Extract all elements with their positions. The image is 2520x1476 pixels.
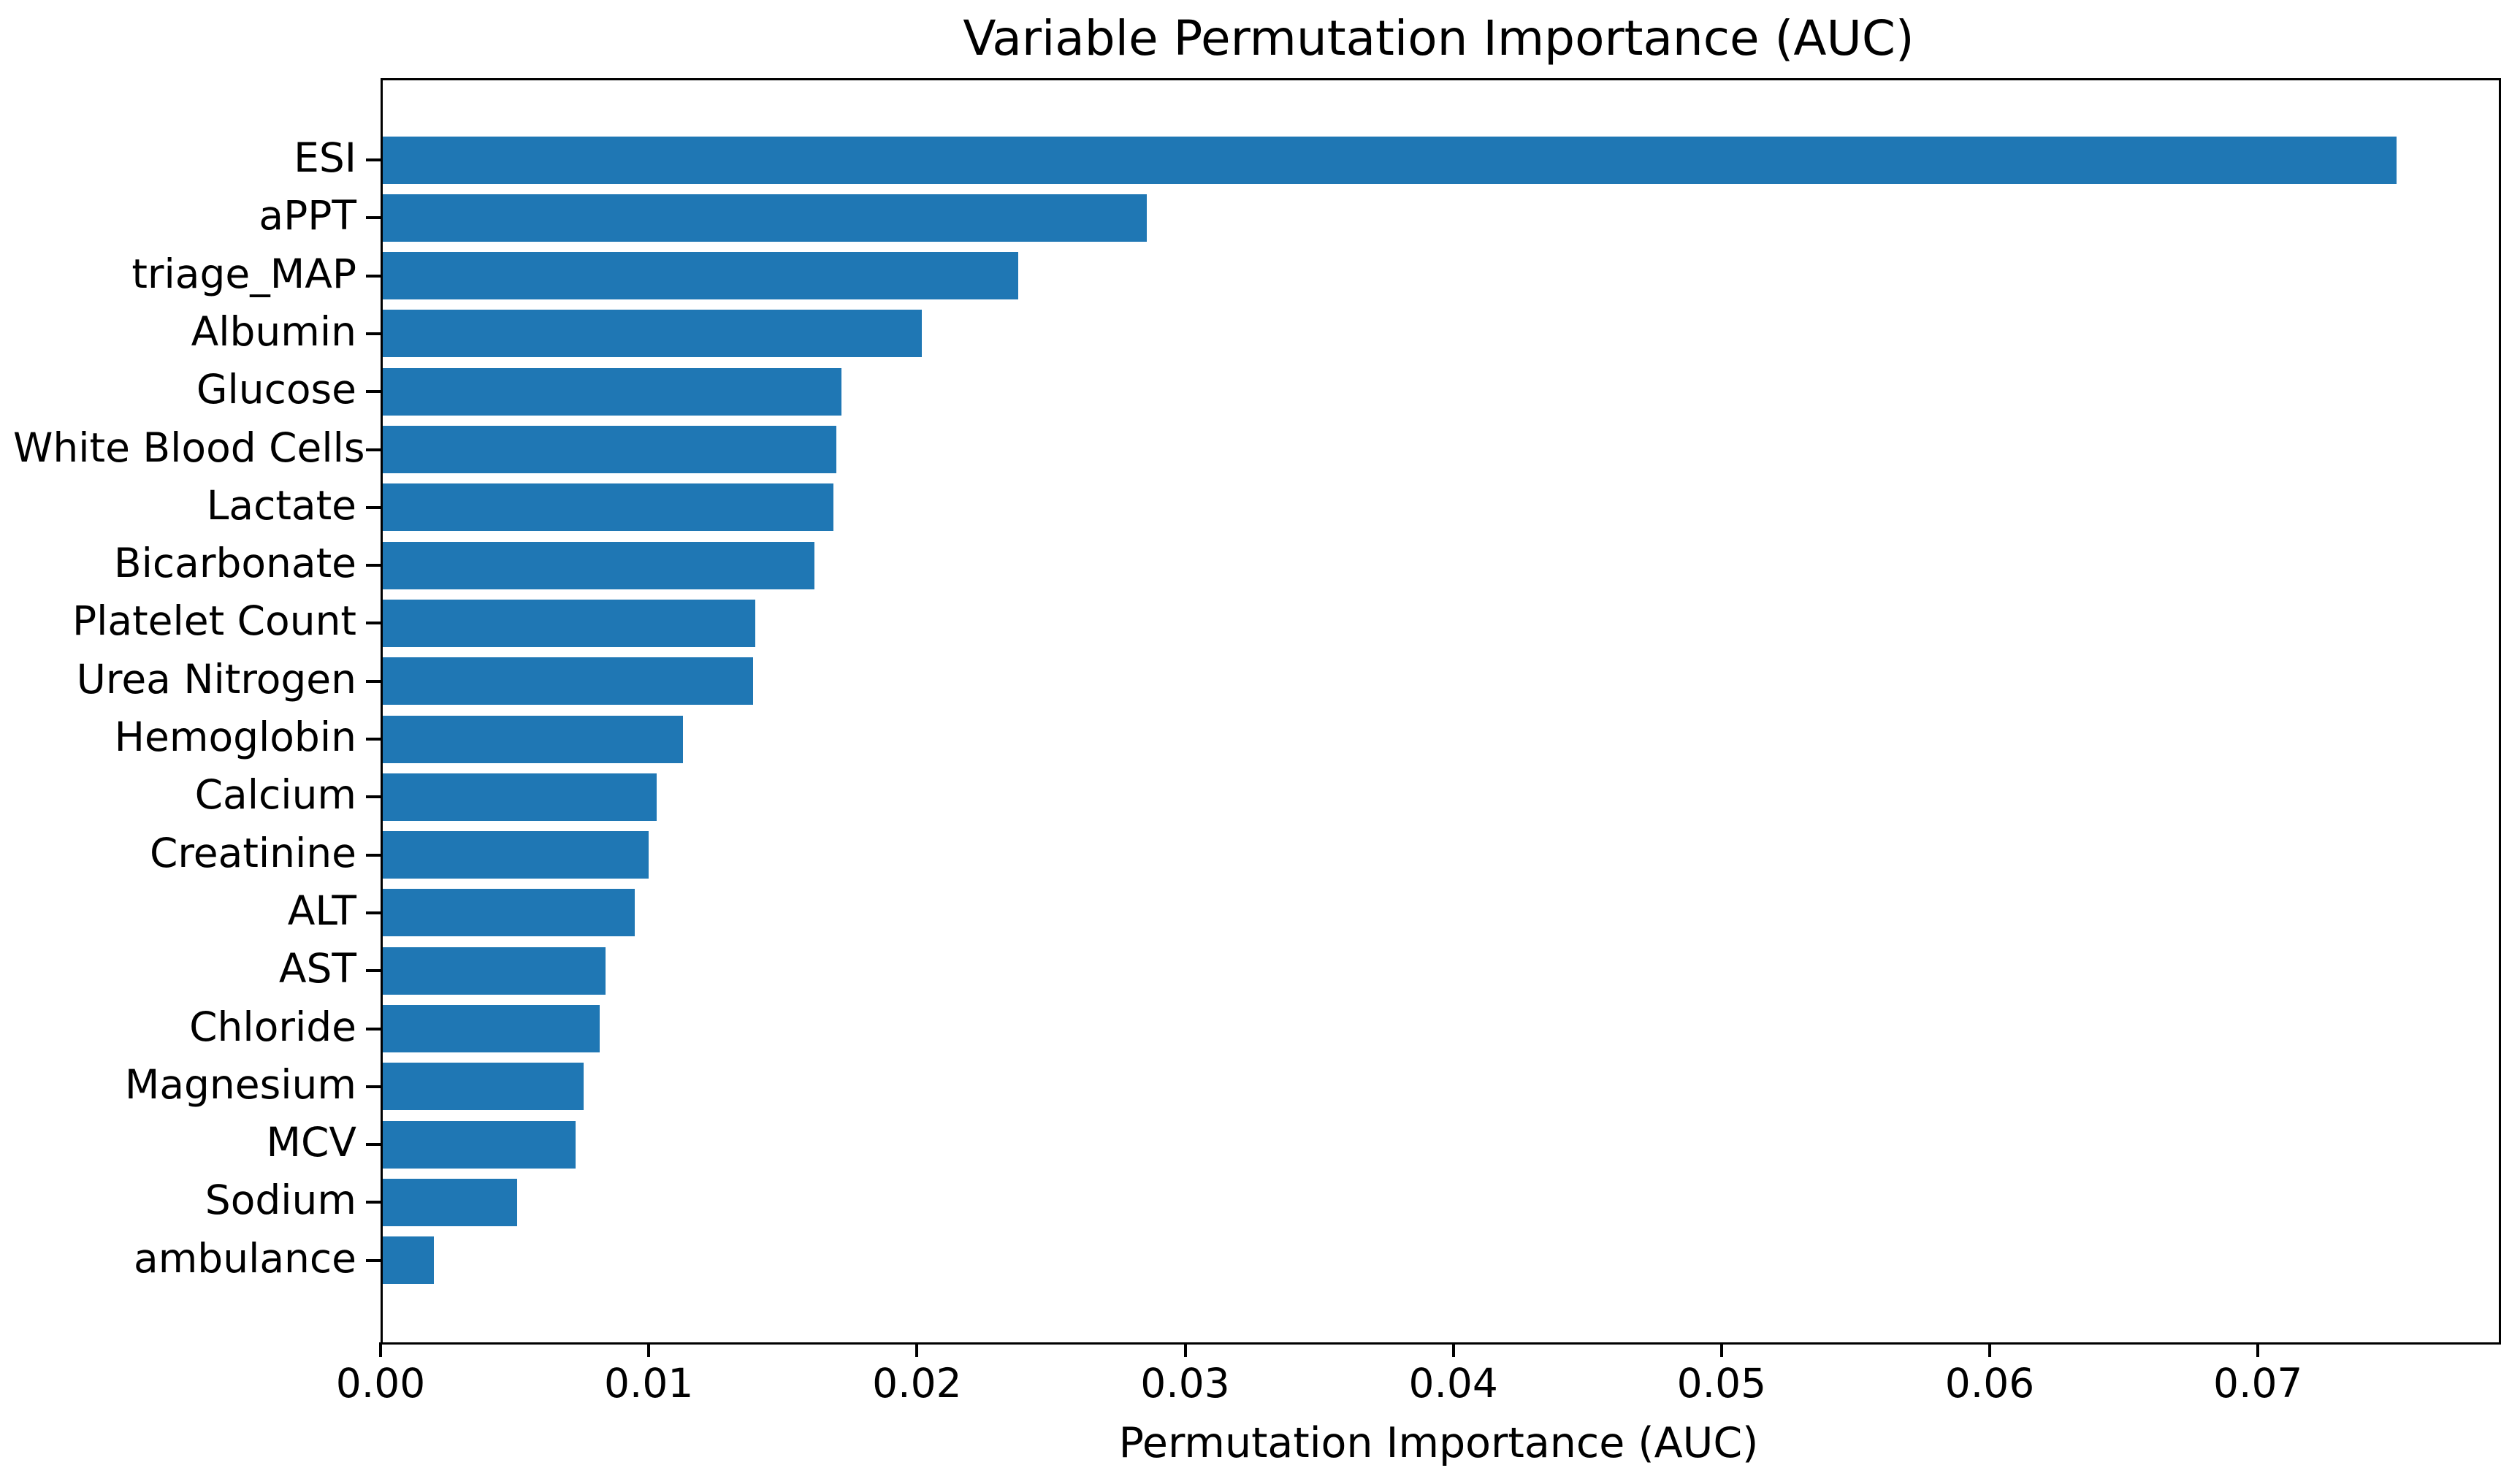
y-tick-label: Glucose bbox=[196, 366, 356, 413]
plot-area bbox=[366, 78, 2501, 1345]
x-tick-mark bbox=[379, 1342, 382, 1357]
y-tick-mark bbox=[366, 622, 381, 625]
x-tick-mark bbox=[1719, 1342, 1723, 1357]
bar-calcium bbox=[383, 773, 657, 821]
bar-chloride bbox=[383, 1005, 600, 1052]
bar-albumin bbox=[383, 310, 923, 358]
bar-ast bbox=[383, 947, 606, 995]
y-tick-mark bbox=[366, 1143, 381, 1147]
y-tick-mark bbox=[366, 911, 381, 914]
y-tick-mark bbox=[366, 274, 381, 278]
y-tick-label: Urea Nitrogen bbox=[76, 655, 356, 703]
x-tick-label: 0.00 bbox=[335, 1360, 426, 1407]
y-tick-label: aPPT bbox=[259, 192, 356, 240]
y-tick-label: Sodium bbox=[205, 1177, 356, 1224]
y-tick-label: Platelet Count bbox=[72, 597, 356, 645]
bar-ambulance bbox=[383, 1236, 434, 1285]
y-tick-mark bbox=[366, 679, 381, 683]
y-tick-label: AST bbox=[278, 945, 356, 993]
x-tick-label: 0.04 bbox=[1408, 1360, 1498, 1407]
x-axis-label: Permutation Importance (AUC) bbox=[1118, 1419, 1759, 1467]
y-tick-label: Lactate bbox=[206, 481, 356, 529]
y-tick-label: Calcium bbox=[194, 771, 356, 819]
y-tick-label: ESI bbox=[294, 134, 356, 181]
y-tick-label: Magnesium bbox=[124, 1060, 356, 1108]
bar-appt bbox=[383, 194, 1148, 242]
y-tick-mark bbox=[366, 1027, 381, 1030]
bar-hemoglobin bbox=[383, 715, 684, 763]
y-tick-label: MCV bbox=[266, 1119, 356, 1166]
y-tick-mark bbox=[366, 969, 381, 973]
y-tick-label: Bicarbonate bbox=[113, 540, 356, 587]
y-tick-label: triage_MAP bbox=[131, 250, 356, 297]
y-tick-mark bbox=[366, 332, 381, 335]
y-tick-label: Albumin bbox=[191, 307, 356, 355]
bar-bicarbonate bbox=[383, 541, 815, 589]
chart-title: Variable Permutation Importance (AUC) bbox=[963, 10, 1914, 66]
y-tick-label: Chloride bbox=[189, 1003, 356, 1050]
bar-glucose bbox=[383, 367, 841, 416]
x-tick-label: 0.06 bbox=[1944, 1360, 2035, 1407]
bar-mcv bbox=[383, 1120, 576, 1169]
x-tick-mark bbox=[2256, 1342, 2260, 1357]
y-tick-mark bbox=[366, 505, 381, 509]
x-tick-label: 0.03 bbox=[1140, 1360, 1230, 1407]
x-tick-mark bbox=[647, 1342, 651, 1357]
x-tick-mark bbox=[1451, 1342, 1455, 1357]
x-tick-mark bbox=[915, 1342, 919, 1357]
x-tick-label: 0.01 bbox=[603, 1360, 694, 1407]
y-tick-mark bbox=[366, 564, 381, 567]
x-tick-mark bbox=[1988, 1342, 1992, 1357]
bar-alt bbox=[383, 889, 635, 937]
y-tick-mark bbox=[366, 795, 381, 799]
y-tick-mark bbox=[366, 158, 381, 161]
bar-sodium bbox=[383, 1178, 517, 1226]
bar-triage-map bbox=[383, 252, 1019, 300]
bar-lactate bbox=[383, 483, 833, 532]
y-tick-mark bbox=[366, 853, 381, 857]
bar-white-blood-cells bbox=[383, 426, 836, 473]
y-tick-mark bbox=[366, 448, 381, 451]
y-tick-mark bbox=[366, 738, 381, 741]
bar-esi bbox=[383, 136, 2397, 184]
y-tick-label: ALT bbox=[287, 887, 356, 934]
x-tick-label: 0.07 bbox=[2212, 1360, 2303, 1407]
y-tick-label: Hemoglobin bbox=[114, 714, 356, 760]
bar-magnesium bbox=[383, 1063, 584, 1111]
y-tick-mark bbox=[366, 390, 381, 394]
x-tick-mark bbox=[1183, 1342, 1187, 1357]
bar-urea-nitrogen bbox=[383, 657, 753, 706]
y-tick-mark bbox=[366, 1258, 381, 1262]
y-tick-label: White Blood Cells bbox=[13, 424, 365, 471]
y-tick-mark bbox=[366, 1085, 381, 1088]
x-tick-label: 0.02 bbox=[872, 1360, 962, 1407]
y-tick-label: ambulance bbox=[134, 1234, 356, 1282]
bar-platelet-count bbox=[383, 599, 756, 647]
y-tick-label: Creatinine bbox=[149, 829, 356, 876]
y-tick-mark bbox=[366, 1201, 381, 1204]
y-tick-mark bbox=[366, 216, 381, 220]
x-tick-label: 0.05 bbox=[1676, 1360, 1767, 1407]
bar-creatinine bbox=[383, 831, 649, 879]
